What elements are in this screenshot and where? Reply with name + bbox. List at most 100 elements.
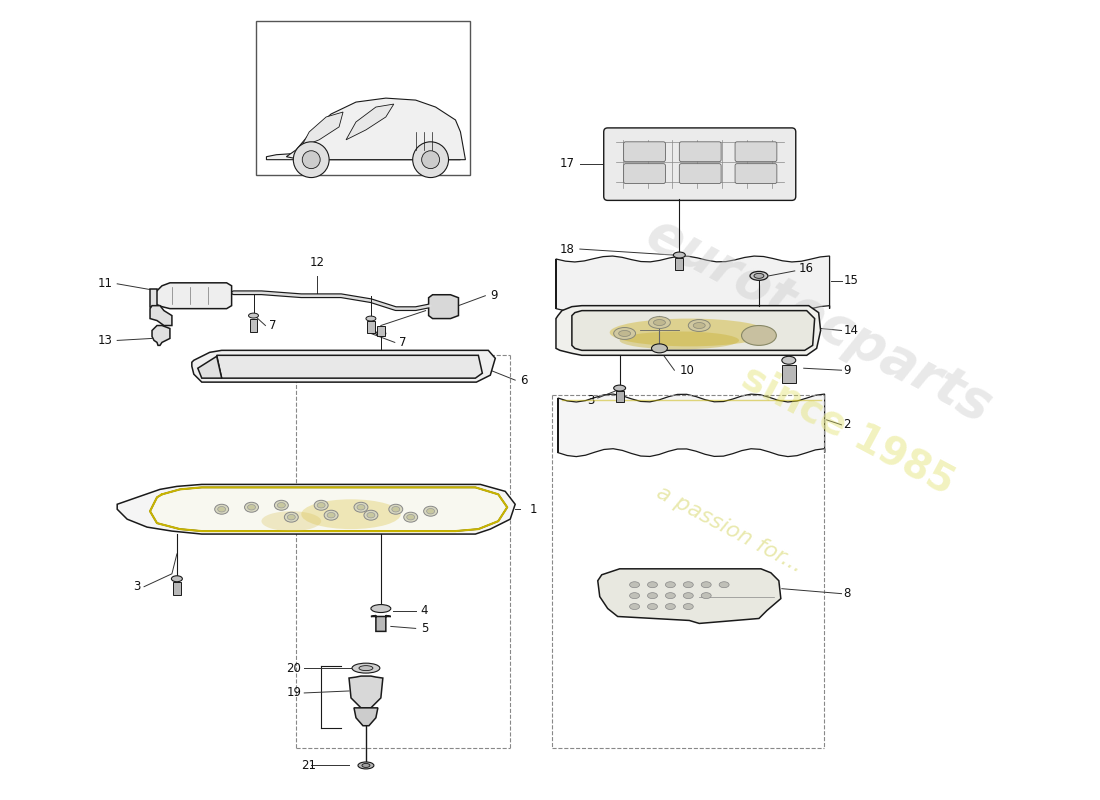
Ellipse shape xyxy=(218,506,226,512)
Text: 21: 21 xyxy=(301,759,317,772)
Text: 3: 3 xyxy=(133,580,140,593)
Text: 7: 7 xyxy=(399,336,406,349)
Ellipse shape xyxy=(629,582,639,588)
Ellipse shape xyxy=(653,319,666,326)
Text: 1: 1 xyxy=(530,502,538,516)
Ellipse shape xyxy=(648,603,658,610)
Circle shape xyxy=(294,142,329,178)
Text: 8: 8 xyxy=(844,587,851,600)
Polygon shape xyxy=(597,569,781,623)
Text: since 1985: since 1985 xyxy=(736,358,961,502)
Ellipse shape xyxy=(244,502,258,512)
Ellipse shape xyxy=(249,313,258,318)
Polygon shape xyxy=(154,283,232,309)
Polygon shape xyxy=(152,326,169,346)
Ellipse shape xyxy=(629,603,639,610)
Ellipse shape xyxy=(693,322,705,329)
Text: 15: 15 xyxy=(844,274,858,287)
Ellipse shape xyxy=(629,593,639,598)
Ellipse shape xyxy=(284,512,298,522)
Text: 20: 20 xyxy=(286,662,301,674)
Text: eurotecparts: eurotecparts xyxy=(637,207,1000,434)
Polygon shape xyxy=(150,289,157,306)
Ellipse shape xyxy=(392,506,399,512)
Ellipse shape xyxy=(248,505,255,510)
Polygon shape xyxy=(150,487,507,531)
FancyBboxPatch shape xyxy=(735,142,777,162)
Ellipse shape xyxy=(366,316,376,321)
Ellipse shape xyxy=(683,582,693,588)
Text: 19: 19 xyxy=(286,686,301,699)
Text: 18: 18 xyxy=(560,242,575,255)
Polygon shape xyxy=(191,350,495,382)
Ellipse shape xyxy=(277,502,285,508)
Bar xyxy=(377,326,385,337)
Ellipse shape xyxy=(619,331,739,350)
Text: 14: 14 xyxy=(844,324,858,337)
FancyBboxPatch shape xyxy=(624,164,666,183)
Polygon shape xyxy=(429,294,459,318)
Ellipse shape xyxy=(754,274,763,278)
Ellipse shape xyxy=(719,582,729,588)
Text: 5: 5 xyxy=(420,622,428,635)
Ellipse shape xyxy=(689,319,711,331)
Polygon shape xyxy=(572,310,815,350)
Polygon shape xyxy=(346,104,394,140)
Text: 4: 4 xyxy=(420,604,428,617)
Ellipse shape xyxy=(358,762,374,769)
Text: 2: 2 xyxy=(844,418,851,431)
Ellipse shape xyxy=(287,514,295,520)
Ellipse shape xyxy=(315,500,328,510)
Polygon shape xyxy=(349,676,383,708)
Polygon shape xyxy=(371,615,390,631)
Ellipse shape xyxy=(424,506,438,516)
Bar xyxy=(173,582,180,594)
Ellipse shape xyxy=(359,666,373,670)
Text: 7: 7 xyxy=(270,319,277,332)
Bar xyxy=(256,21,471,174)
Polygon shape xyxy=(354,708,378,726)
Ellipse shape xyxy=(649,317,670,329)
Ellipse shape xyxy=(388,504,403,514)
Ellipse shape xyxy=(262,511,321,531)
Polygon shape xyxy=(556,306,821,355)
Text: 10: 10 xyxy=(680,364,694,377)
Ellipse shape xyxy=(666,582,675,588)
Text: 13: 13 xyxy=(97,334,112,347)
Ellipse shape xyxy=(327,513,336,518)
Ellipse shape xyxy=(666,593,675,598)
Ellipse shape xyxy=(701,593,712,598)
Circle shape xyxy=(412,142,449,178)
Polygon shape xyxy=(266,154,461,160)
Polygon shape xyxy=(118,485,515,534)
Ellipse shape xyxy=(701,582,712,588)
Text: 11: 11 xyxy=(97,278,112,290)
Text: 12: 12 xyxy=(310,256,324,269)
Ellipse shape xyxy=(782,356,795,364)
Ellipse shape xyxy=(367,513,375,518)
Ellipse shape xyxy=(673,252,685,258)
Ellipse shape xyxy=(172,576,183,582)
Ellipse shape xyxy=(427,509,434,514)
Circle shape xyxy=(302,150,320,169)
Ellipse shape xyxy=(666,603,675,610)
Ellipse shape xyxy=(352,663,379,673)
Text: 6: 6 xyxy=(520,374,528,386)
Ellipse shape xyxy=(376,331,386,336)
Bar xyxy=(250,318,257,333)
Bar xyxy=(675,258,683,270)
Ellipse shape xyxy=(750,271,768,280)
Text: 16: 16 xyxy=(799,262,814,275)
FancyBboxPatch shape xyxy=(604,128,795,200)
Ellipse shape xyxy=(364,510,378,520)
Bar xyxy=(367,321,375,334)
Ellipse shape xyxy=(651,344,668,353)
Text: 3: 3 xyxy=(587,394,595,406)
Ellipse shape xyxy=(683,603,693,610)
FancyBboxPatch shape xyxy=(735,164,777,183)
Ellipse shape xyxy=(214,504,229,514)
Text: 9: 9 xyxy=(844,364,851,377)
Ellipse shape xyxy=(324,510,338,520)
Ellipse shape xyxy=(614,327,636,339)
Polygon shape xyxy=(556,256,829,312)
